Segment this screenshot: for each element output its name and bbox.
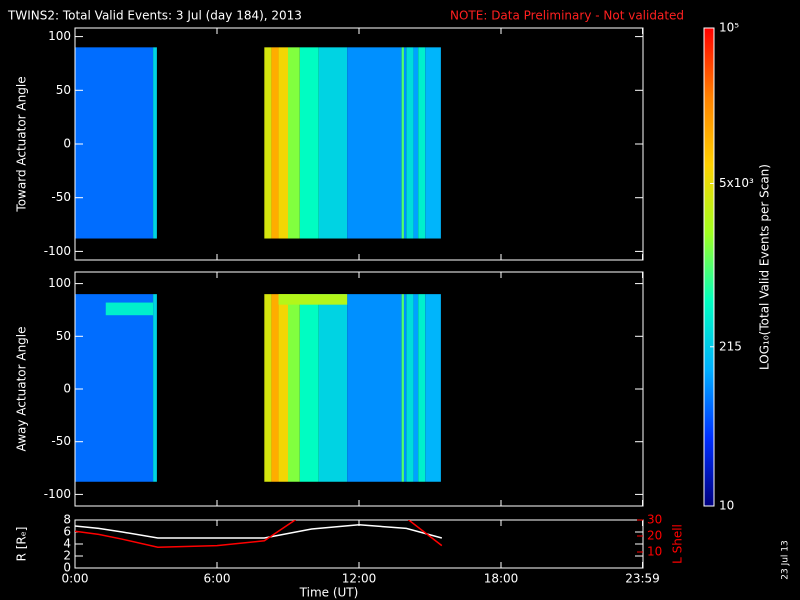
- spectrogram-cell: [153, 47, 157, 239]
- spectrogram-cell: [288, 294, 300, 482]
- y-tick-label: 0: [63, 561, 71, 575]
- spectrogram-cell: [413, 294, 419, 482]
- spectrogram-cell: [318, 294, 348, 482]
- spectrogram-cell: [264, 294, 272, 482]
- colorbar-tick-label: 10: [719, 499, 734, 513]
- x-tick-label: 23:59: [625, 572, 660, 586]
- spectrogram-cell: [347, 47, 402, 239]
- colorbar-tick-label: 215: [719, 339, 742, 353]
- colorbar-tick-label: 5x10³: [719, 176, 754, 190]
- y-tick-label: 6: [63, 525, 71, 539]
- spectrogram-cell: [425, 47, 441, 239]
- spectrogram-cell: [288, 47, 300, 239]
- x-axis-title: Time (UT): [299, 586, 359, 600]
- spectrogram-cell: [75, 47, 154, 239]
- spectrogram-cell: [347, 294, 402, 482]
- y-tick-label: 4: [63, 537, 71, 551]
- spectrogram-cell: [271, 47, 279, 239]
- spectrogram-cell: [264, 47, 272, 239]
- spectrogram-cell: [318, 47, 348, 239]
- spectrogram-cell: [413, 47, 419, 239]
- orbit-line: [75, 524, 443, 539]
- footer-date: 23 Jul 13: [781, 540, 791, 580]
- colorbar-title: LOG₁₀(Total Valid Events per Scan): [758, 164, 772, 370]
- x-tick-label: 6:00: [204, 572, 231, 586]
- y2-axis-title: L Shell: [671, 524, 685, 564]
- y-axis-title: Away Actuator Angle: [15, 326, 29, 451]
- y-tick-label: -100: [44, 244, 71, 258]
- spectrogram-cell: [406, 294, 414, 482]
- y-tick-label: -100: [44, 487, 71, 501]
- y-tick-label: 50: [56, 83, 71, 97]
- y-axis-title: Toward Actuator Angle: [15, 76, 29, 212]
- panel-frame: [74, 519, 644, 569]
- y2-tick-label: 10: [647, 545, 662, 559]
- y-tick-label: 100: [48, 29, 71, 43]
- spectrogram-cell: [153, 294, 157, 482]
- y-tick-label: 0: [63, 382, 71, 396]
- y-tick-label: 50: [56, 329, 71, 343]
- spectrogram-cell: [403, 294, 407, 482]
- spectrogram-cell: [271, 294, 279, 482]
- spectrogram-cell: [75, 294, 154, 482]
- spectrogram-cell: [418, 294, 426, 482]
- spectrogram-cell: [406, 47, 414, 239]
- colorbar: [703, 27, 715, 507]
- spectrogram-cell: [278, 294, 288, 482]
- y-tick-label: -50: [51, 190, 71, 204]
- spectrogram-cell: [425, 294, 441, 482]
- spectrogram-cell: [278, 47, 288, 239]
- x-tick-label: 12:00: [342, 572, 377, 586]
- orbit-line: [75, 520, 443, 548]
- spectrogram-cell: [401, 47, 404, 239]
- x-tick-label: 0:00: [62, 572, 89, 586]
- title: TWINS2: Total Valid Events: 3 Jul (day 1…: [7, 9, 302, 23]
- y-tick-label: 100: [48, 276, 71, 290]
- colorbar-tick-label: 10⁵: [719, 21, 739, 35]
- y2-tick-label: 30: [647, 513, 662, 527]
- spectrogram-patch: [105, 302, 154, 316]
- spectrogram-cell: [299, 47, 319, 239]
- x-tick-label: 18:00: [484, 572, 519, 586]
- spectrogram-patch: [278, 294, 348, 305]
- spectrogram-cell: [401, 294, 404, 482]
- spectrogram-cell: [418, 47, 426, 239]
- y-tick-label: -50: [51, 434, 71, 448]
- y-tick-label: 8: [63, 513, 71, 527]
- y-axis-title: R [Rₑ]: [15, 527, 29, 562]
- spectrogram-cell: [299, 294, 319, 482]
- y-tick-label: 0: [63, 137, 71, 151]
- note: NOTE: Data Preliminary - Not validated: [450, 9, 684, 23]
- spectrogram-cell: [403, 47, 407, 239]
- y2-tick-label: 20: [647, 529, 662, 543]
- y-tick-label: 2: [63, 549, 71, 563]
